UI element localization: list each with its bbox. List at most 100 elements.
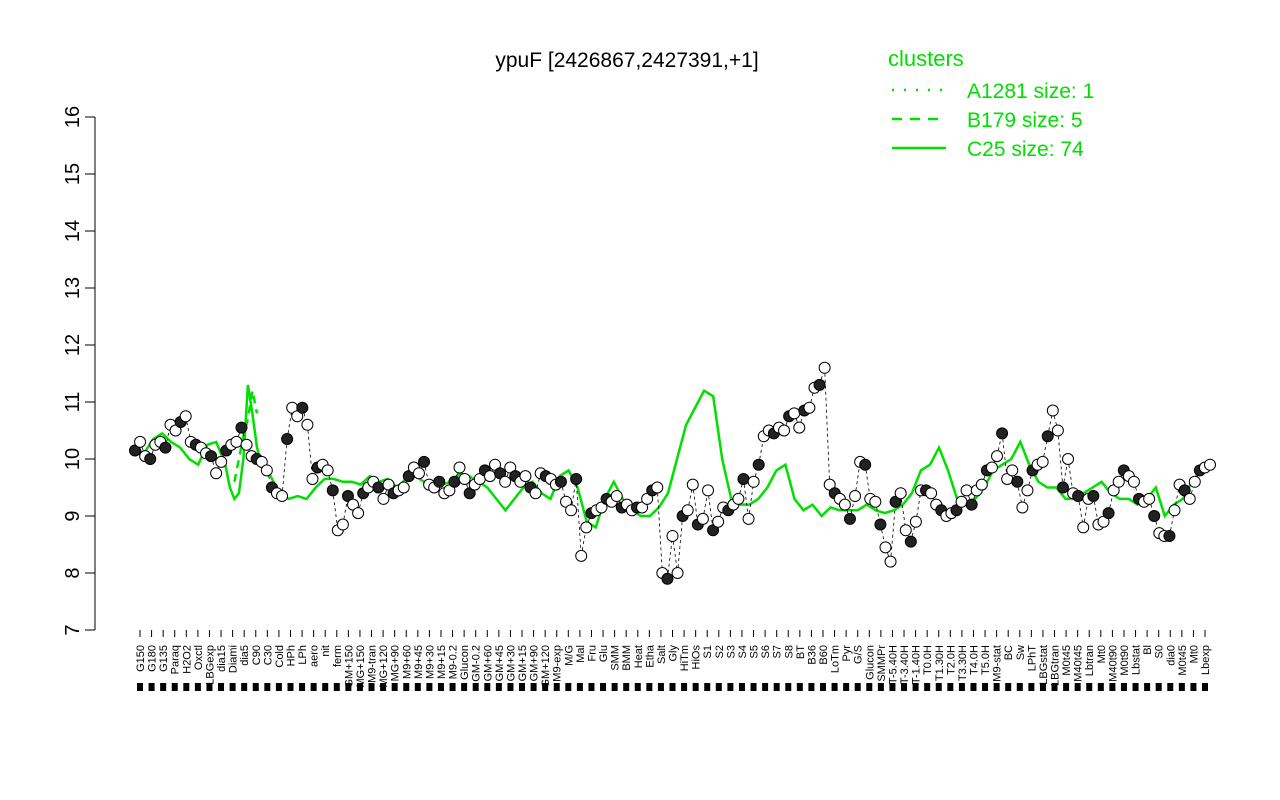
- x-tick-label: GM+45: [494, 645, 506, 681]
- data-point: [1112, 475, 1125, 488]
- data-point: [570, 472, 583, 485]
- data-point: [377, 492, 390, 505]
- x-tick-label: nit: [320, 645, 332, 657]
- data-point: [671, 567, 684, 579]
- x-rug-mark: [484, 683, 491, 691]
- x-tick-label: T-5.40H: [887, 645, 899, 684]
- data-point: [1102, 507, 1115, 520]
- data-point: [326, 484, 339, 497]
- x-rug-mark: [785, 683, 792, 691]
- point-connector: [1174, 484, 1180, 511]
- x-tick-label: M9-0.2: [448, 645, 460, 679]
- x-rug-mark: [368, 683, 375, 691]
- x-tick-label: S0: [1154, 645, 1166, 658]
- data-point: [985, 461, 998, 474]
- x-rug-mark: [646, 683, 653, 691]
- x-rug-mark: [171, 683, 178, 691]
- data-point: [412, 467, 425, 480]
- x-rug-mark: [1202, 683, 1208, 691]
- x-tick-label: S8: [783, 645, 795, 658]
- x-tick-label: T2.0H: [945, 645, 957, 675]
- data-point: [838, 498, 851, 511]
- data-point: [788, 407, 801, 420]
- x-tick-label: T3.30H: [957, 645, 969, 681]
- y-tick-label: 13: [62, 277, 84, 299]
- point-connector: [575, 478, 582, 556]
- x-tick-label: M0t90: [1119, 645, 1131, 676]
- x-rug-mark: [1109, 683, 1116, 691]
- x-rug-mark: [935, 683, 942, 691]
- data-point: [1016, 501, 1029, 514]
- x-rug-mark: [495, 683, 502, 691]
- data-point: [955, 495, 968, 508]
- x-rug-mark: [194, 683, 201, 691]
- legend-title: clusters: [888, 46, 964, 71]
- x-tick-label: ferm: [332, 645, 344, 667]
- data-point: [205, 450, 218, 463]
- x-tick-label: dia15: [216, 645, 228, 672]
- point-connector: [1016, 481, 1023, 508]
- data-point: [813, 378, 826, 391]
- x-tick-label: M9-tran: [367, 645, 379, 683]
- data-point: [301, 418, 314, 431]
- x-rug-mark: [380, 683, 387, 691]
- x-rug-mark: [1120, 683, 1127, 691]
- y-tick-label: 12: [62, 334, 84, 356]
- x-tick-label: Pyr: [841, 645, 853, 662]
- x-rug-mark: [681, 683, 688, 691]
- point-connector: [707, 490, 714, 531]
- plot-points: [129, 361, 1216, 585]
- x-rug-mark: [275, 683, 282, 691]
- x-tick-label: T1.30H: [934, 645, 946, 681]
- data-point: [1183, 492, 1196, 505]
- data-point: [661, 572, 674, 585]
- data-point: [925, 487, 938, 500]
- x-rug-mark: [1063, 683, 1070, 691]
- x-tick-label: M9+30: [424, 645, 436, 679]
- y-tick-label: 7: [62, 624, 84, 635]
- x-tick-label: M9-stat: [992, 645, 1004, 682]
- x-tick-label: GM-0.2: [471, 645, 483, 682]
- x-rug-mark: [623, 683, 630, 691]
- x-rug-mark: [1039, 683, 1046, 691]
- x-rug-mark: [982, 683, 989, 691]
- y-tick-label: 9: [62, 510, 84, 521]
- x-rug-mark: [553, 683, 560, 691]
- x-tick-label: M9+45: [413, 645, 425, 679]
- point-connector: [687, 484, 694, 511]
- point-connector: [332, 490, 339, 531]
- x-rug-mark: [530, 683, 537, 691]
- x-tick-label: GM+60: [482, 645, 494, 681]
- x-tick-label: T-1.40H: [911, 645, 923, 684]
- data-point: [240, 438, 253, 451]
- data-point: [458, 472, 471, 485]
- data-point: [260, 464, 273, 477]
- data-point: [843, 512, 856, 525]
- x-tick-label: T4.0H: [968, 645, 980, 675]
- x-rug-mark: [333, 683, 340, 691]
- data-point: [1168, 504, 1181, 517]
- data-point: [1204, 458, 1216, 471]
- data-point: [879, 541, 892, 554]
- data-point: [276, 490, 289, 503]
- x-rug-mark: [391, 683, 398, 691]
- y-tick-label: 16: [62, 106, 84, 128]
- x-rug-mark: [993, 683, 1000, 691]
- legend-label: B179 size: 5: [967, 109, 1083, 132]
- x-tick-label: Heat: [633, 645, 645, 668]
- x-rug-mark: [819, 683, 826, 691]
- x-rug-mark: [1028, 683, 1035, 691]
- point-connector: [185, 416, 192, 442]
- y-axis: 7 8 9 10 11 12 13 14 15 16: [62, 106, 96, 636]
- x-rug-mark: [345, 683, 352, 691]
- x-tick-label: GM+120: [540, 645, 552, 688]
- x-tick-label: aero: [309, 645, 321, 667]
- point-connector: [748, 481, 755, 519]
- x-tick-label: Glucon: [459, 645, 471, 680]
- x-tick-label: G150: [135, 645, 147, 672]
- data-point: [215, 455, 228, 468]
- point-connector: [692, 484, 699, 525]
- data-point: [681, 504, 694, 517]
- point-connector: [890, 501, 897, 562]
- data-point: [686, 478, 699, 491]
